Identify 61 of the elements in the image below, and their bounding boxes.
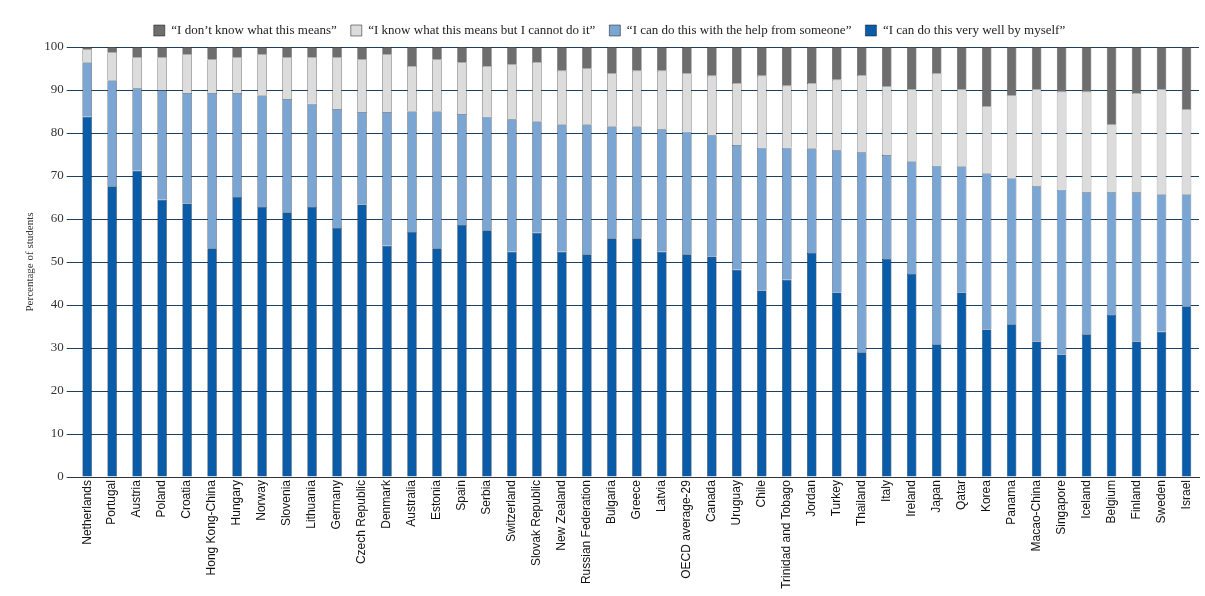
x-tick-label: Czech Republic bbox=[354, 480, 369, 565]
y-tick-label: 20 bbox=[50, 382, 64, 398]
x-tick-label: Slovenia bbox=[279, 479, 294, 527]
x-tick-label: Hungary bbox=[229, 480, 244, 526]
x-tick-label: Singapore bbox=[1053, 479, 1068, 535]
x-tick-label: Latvia bbox=[654, 479, 669, 513]
x-tick-label: Finland bbox=[1128, 480, 1143, 520]
x-tick-label: Portugal bbox=[104, 480, 119, 525]
x-tick-label: Ireland bbox=[903, 480, 918, 517]
x-tick-label: Bulgaria bbox=[604, 479, 619, 525]
x-tick-label: Netherlands bbox=[79, 480, 94, 545]
x-tick-label: Estonia bbox=[429, 479, 444, 521]
legend-label: “I can do this with the help from someone” bbox=[626, 21, 852, 37]
x-tick-label: Jordan bbox=[804, 480, 819, 517]
legend-label: “I don’t know what this means” bbox=[171, 21, 337, 37]
x-tick-label: Turkey bbox=[829, 480, 844, 517]
x-tick-label: Switzerland bbox=[504, 480, 519, 543]
x-tick-label: Sweden bbox=[1153, 480, 1168, 524]
x-tick-label: Trinidad and Tobago bbox=[779, 479, 794, 589]
y-tick-label: 40 bbox=[50, 296, 64, 312]
x-tick-label: Denmark bbox=[379, 479, 394, 529]
x-tick-label: Panama bbox=[1003, 479, 1018, 525]
y-tick-label: 50 bbox=[50, 253, 64, 269]
legend-label: “I can do this very well by myself” bbox=[882, 21, 1066, 37]
x-tick-label: Spain bbox=[454, 480, 469, 511]
y-tick-label: 10 bbox=[50, 425, 64, 441]
x-tick-label: Norway bbox=[254, 480, 269, 521]
x-tick-label: Poland bbox=[154, 480, 169, 518]
x-tick-label: Japan bbox=[928, 480, 943, 513]
x-tick-label: Australia bbox=[404, 479, 419, 527]
x-tick-label: Italy bbox=[879, 480, 894, 503]
x-tick-label: Germany bbox=[329, 480, 344, 530]
y-tick-label: 80 bbox=[50, 124, 64, 140]
x-tick-label: Slovak Republic bbox=[529, 480, 544, 567]
y-tick-label: 70 bbox=[50, 167, 64, 183]
x-tick-label: Croatia bbox=[179, 479, 194, 519]
x-tick-label: Lithuania bbox=[304, 479, 319, 529]
x-tick-label: OECD average-29 bbox=[679, 479, 694, 579]
x-tick-label: Iceland bbox=[1078, 480, 1093, 519]
y-axis-title: Percentage of students bbox=[23, 212, 36, 312]
x-tick-label: New Zealand bbox=[554, 480, 569, 551]
x-tick-label: Belgium bbox=[1103, 480, 1118, 524]
x-tick-label: Qatar bbox=[953, 480, 968, 511]
x-tick-label: Chile bbox=[754, 479, 769, 508]
y-tick-label: 100 bbox=[44, 38, 64, 54]
x-tick-label: Israel bbox=[1178, 480, 1193, 510]
x-tick-label: Greece bbox=[629, 479, 644, 520]
x-tick-label: Uruguay bbox=[729, 480, 744, 526]
x-tick-label: Hong Kong-China bbox=[204, 479, 219, 576]
legend-label: “I know what this means but I cannot do it” bbox=[368, 21, 596, 37]
x-tick-label: Canada bbox=[704, 479, 719, 523]
x-tick-label: Russian Federation bbox=[579, 480, 594, 585]
x-tick-label: Thailand bbox=[854, 480, 869, 527]
y-tick-label: 0 bbox=[57, 468, 64, 484]
y-tick-label: 60 bbox=[50, 210, 64, 226]
x-tick-label: Serbia bbox=[479, 479, 494, 515]
x-tick-label: Austria bbox=[129, 479, 144, 518]
x-tick-label: Korea bbox=[978, 479, 993, 513]
x-tick-label: Macao-China bbox=[1028, 479, 1043, 552]
y-tick-label: 90 bbox=[50, 81, 64, 97]
y-tick-label: 30 bbox=[50, 339, 64, 355]
